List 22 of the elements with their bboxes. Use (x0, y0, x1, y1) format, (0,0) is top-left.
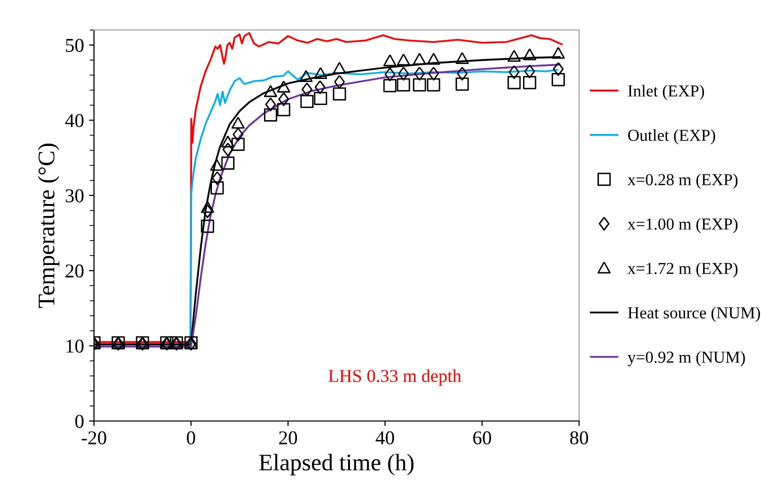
legend-label: x=1.72 m (EXP) (628, 262, 738, 278)
x-tick-label: 60 (473, 431, 492, 444)
y-tick-label: 20 (66, 264, 84, 278)
x-tick-label: 20 (279, 431, 298, 444)
legend-label: Inlet (EXP) (628, 84, 704, 100)
x-tick-label: 40 (376, 431, 394, 444)
x-tick-label: -20 (82, 431, 106, 444)
legend-label: Heat source (NUM) (628, 306, 760, 322)
x-tick-label: 80 (570, 431, 588, 444)
y-tick-label: 30 (66, 189, 84, 202)
legend-label: x=1.00 m (EXP) (628, 218, 738, 234)
legend-label: y=0.92 m (NUM) (628, 351, 745, 366)
y-tick-label: 50 (66, 38, 84, 52)
x-axis-title: Elapsed time (h) (259, 454, 414, 476)
y-tick-label: 0 (75, 414, 84, 428)
annotation: LHS 0.33 m depth (328, 369, 462, 386)
legend-label: x=0.28 m (EXP) (628, 174, 738, 189)
x-tick-label: 0 (186, 431, 196, 444)
legend-label: Outlet (EXP) (628, 129, 716, 144)
y-tick-label: 10 (66, 340, 84, 353)
y-axis-title: Temperature (°C) (38, 144, 60, 308)
y-tick-label: 40 (65, 114, 84, 128)
